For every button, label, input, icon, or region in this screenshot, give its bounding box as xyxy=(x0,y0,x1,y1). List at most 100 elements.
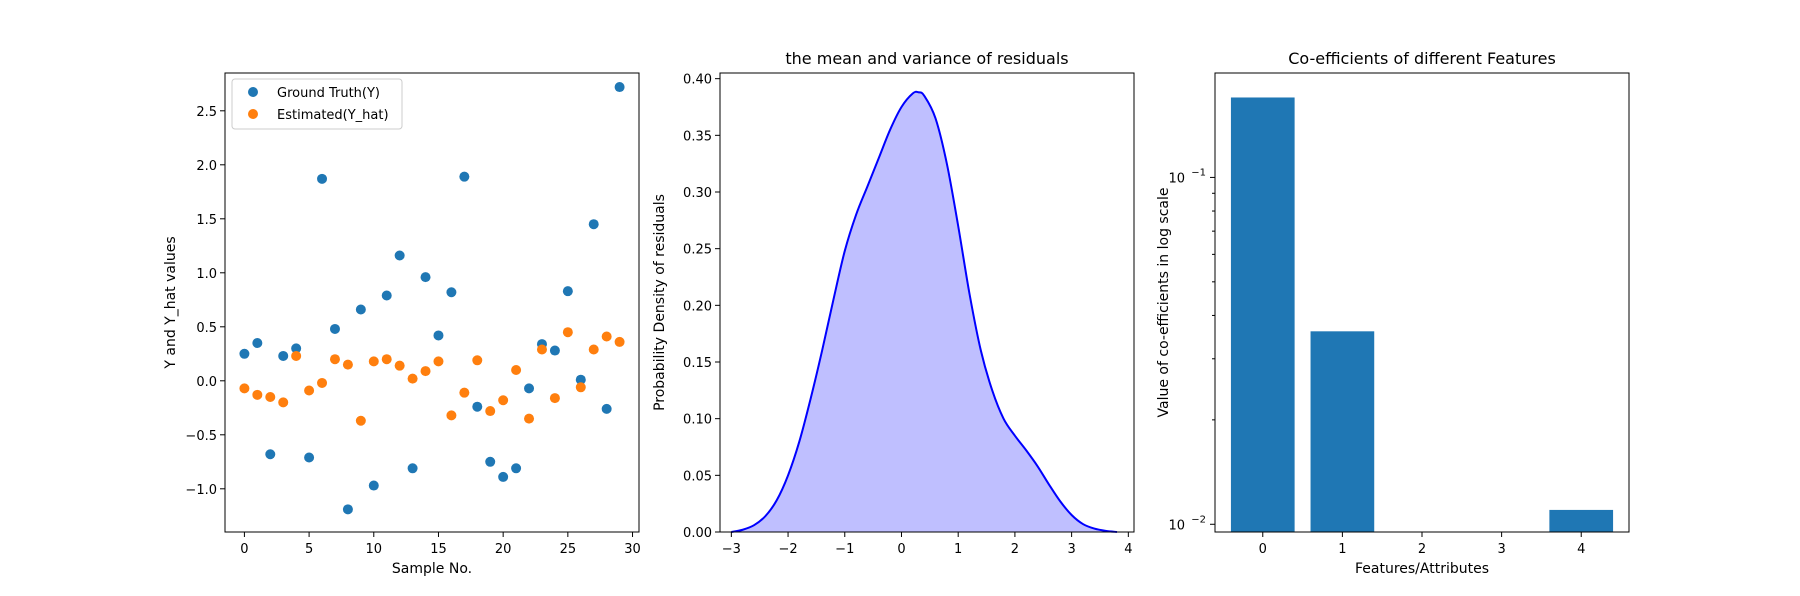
x-tick-label: 1 xyxy=(954,542,962,557)
estimated-point xyxy=(575,382,586,393)
estimated-point xyxy=(291,350,302,361)
estimated-point xyxy=(329,354,340,365)
estimated-point xyxy=(601,331,612,342)
x-tick-label: 3 xyxy=(1497,542,1505,557)
x-tick-label: 1 xyxy=(1338,542,1346,557)
y-tick-label: 0.5 xyxy=(196,321,217,336)
estimated-point xyxy=(381,354,392,365)
x-tick-label: 2 xyxy=(1011,542,1019,557)
estimated-point xyxy=(588,344,599,355)
x-tick-label: 0 xyxy=(1259,542,1267,557)
estimated-point xyxy=(562,327,573,338)
y-tick-label: 0.30 xyxy=(683,186,712,201)
y-tick-label: 0.05 xyxy=(683,469,712,484)
estimated-point xyxy=(614,336,625,347)
ground-truth-point xyxy=(601,403,612,414)
density-fill xyxy=(731,91,1117,533)
ground-truth-point xyxy=(368,480,379,491)
x-tick-label: −1 xyxy=(835,542,854,557)
legend-label: Estimated(Y_hat) xyxy=(277,108,389,123)
axes-frame xyxy=(224,72,640,533)
x-tick-label: 0 xyxy=(240,542,248,557)
estimated-point xyxy=(368,356,379,367)
density-curve xyxy=(731,90,1118,533)
ground-truth-point xyxy=(329,323,340,334)
ground-truth-point xyxy=(588,219,599,230)
ground-truth-point xyxy=(252,338,263,348)
ground-truth-point xyxy=(355,304,366,315)
bar-panel: 10 −2 10 −1 0 1 2 3 4 Co-efficients of different … xyxy=(1156,49,1630,577)
estimated-point xyxy=(239,383,250,394)
y-tick-label: −1.0 xyxy=(185,483,217,498)
y-tick-label: 10 xyxy=(1168,171,1185,186)
estimated-point xyxy=(472,355,483,366)
estimated-point xyxy=(524,413,535,424)
estimated-point xyxy=(485,406,496,417)
ground-truth-point xyxy=(420,272,431,283)
y-tick-label: 2.5 xyxy=(196,105,217,120)
estimated-point xyxy=(394,360,405,371)
scatter-panel: 0 5 10 15 20 25 30 −1.0 −0.5 0.0 0.5 1.0 1.5 2.0 2.5 Sa… xyxy=(163,72,641,577)
ground-truth-point xyxy=(459,171,470,182)
estimated-point xyxy=(317,377,328,388)
estimated-point xyxy=(252,389,263,400)
y-tick-label: 0.25 xyxy=(683,243,712,258)
x-axis-label: Sample No. xyxy=(392,561,472,577)
ground-truth-point xyxy=(317,173,328,184)
ground-truth-point xyxy=(433,330,444,341)
density-panel: −3 −2 −1 0 1 2 3 4 0.00 0.05 0.10 0.15 0.20 0.25 0.30 0… xyxy=(652,49,1135,557)
x-tick-label: 5 xyxy=(305,542,313,557)
legend: Ground Truth(Y) Estimated(Y_hat) xyxy=(231,78,403,130)
y-axis-label: Value of co-efficients in log scale xyxy=(1156,188,1172,418)
estimated-point xyxy=(446,410,457,421)
ground-truth-point xyxy=(407,463,418,474)
y-tick-label: 0.40 xyxy=(683,73,712,88)
bar xyxy=(1310,331,1375,532)
y-axis-label: Y and Y_hat values xyxy=(163,236,179,369)
y-tick-label: 1.5 xyxy=(196,213,217,228)
ground-truth-point xyxy=(394,250,405,261)
ground-truth-point xyxy=(498,471,509,482)
estimated-point xyxy=(549,393,560,404)
x-tick-label: −2 xyxy=(778,542,797,557)
x-tick-label: 30 xyxy=(624,542,641,557)
y-tick-label: 10 xyxy=(1168,518,1185,533)
estimated-point xyxy=(511,365,522,375)
chart-title: the mean and variance of residuals xyxy=(785,49,1068,68)
x-tick-label: 20 xyxy=(495,542,512,557)
y-tick-label: 0.10 xyxy=(683,413,712,428)
legend-box xyxy=(231,78,403,130)
legend-label: Ground Truth(Y) xyxy=(277,86,380,101)
ground-truth-point xyxy=(524,383,535,394)
ground-truth-point xyxy=(265,449,276,460)
x-tick-label: 4 xyxy=(1577,542,1585,557)
y-tick-label: 0.00 xyxy=(683,526,712,541)
x-tick-label: 10 xyxy=(366,542,383,557)
bar xyxy=(1230,97,1295,533)
estimated-point xyxy=(459,387,470,398)
legend-marker xyxy=(248,87,258,97)
bar xyxy=(1549,509,1614,532)
ground-truth-point xyxy=(614,82,625,93)
y-tick-label: 2.0 xyxy=(196,159,217,174)
x-tick-label: −3 xyxy=(722,542,741,557)
estimated-point xyxy=(407,373,418,384)
chart-title: Co-efficients of different Features xyxy=(1288,49,1556,68)
ground-truth-point xyxy=(511,463,522,474)
y-tick-exponent: −2 xyxy=(1191,514,1206,525)
ground-truth-point xyxy=(381,290,392,301)
x-tick-label: 2 xyxy=(1418,542,1426,557)
x-tick-label: 0 xyxy=(897,542,905,557)
ground-truth-point xyxy=(575,374,586,385)
x-axis-label: Features/Attributes xyxy=(1355,561,1489,577)
ground-truth-point xyxy=(291,343,302,354)
y-axis-label: Probability Density of residuals xyxy=(652,194,668,411)
y-tick-label: 1.0 xyxy=(196,267,217,282)
ground-truth-point xyxy=(562,286,573,297)
x-tick-label: 25 xyxy=(560,542,577,557)
x-tick-label: 15 xyxy=(430,542,447,557)
estimated-point xyxy=(304,385,315,396)
axes-frame xyxy=(719,72,1135,533)
y-tick-label: −0.5 xyxy=(185,429,217,444)
